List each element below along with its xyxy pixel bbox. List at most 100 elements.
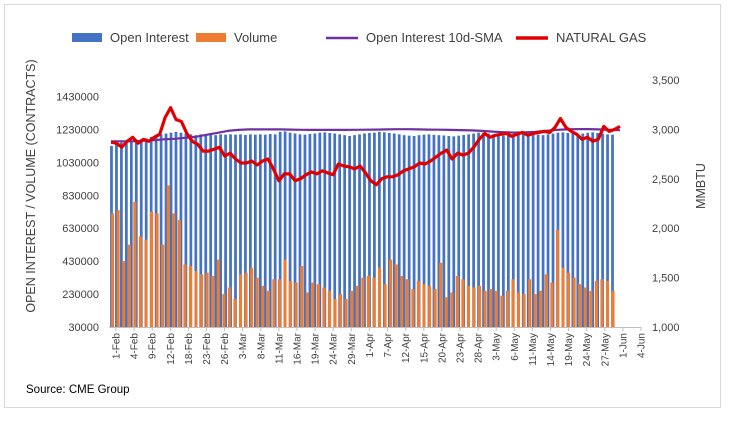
oi-bar-49 [353, 135, 356, 327]
oi-bar-19 [204, 135, 208, 327]
oi-bar-66 [437, 135, 441, 327]
oi-bar-27 [244, 135, 247, 327]
volume-bar-17 [205, 272, 209, 327]
legend-swatch-1 [196, 33, 226, 42]
volume-bar-23 [238, 274, 243, 327]
volume-bar-49 [383, 284, 387, 327]
x-tick-label-23: 11-May [528, 333, 539, 366]
x-tick-label-0: 1-Feb [112, 333, 123, 360]
oi-bar-46 [338, 134, 342, 327]
volume-bar-20 [222, 294, 226, 327]
volume-bar-47 [372, 277, 376, 327]
y-left-tick-7: 1430000 [56, 92, 99, 104]
oi-bar-36 [288, 132, 292, 327]
oi-bar-38 [298, 134, 302, 327]
oi-bar-45 [333, 133, 337, 327]
legend: Open Interest Volume Open Interest 10d-SMA… [72, 30, 647, 45]
volume-bar-60 [444, 297, 448, 327]
x-tick-label-20: 28-Apr [474, 332, 485, 363]
oi-bar-52 [368, 133, 371, 327]
volume-bar-53 [405, 279, 409, 327]
x-tick-label-10: 16-Mar [293, 332, 304, 364]
oi-bar-28 [249, 134, 252, 327]
oi-bar-58 [397, 134, 401, 327]
x-tick-label-24: 14-May [546, 333, 557, 366]
volume-bar-12 [177, 219, 181, 327]
volume-bar-8 [155, 213, 159, 327]
volume-bar-16 [200, 274, 204, 327]
volume-bar-44 [355, 285, 359, 327]
volume-bar-30 [277, 279, 281, 327]
oi-bar-86 [536, 134, 540, 327]
oi-bar-39 [303, 134, 307, 327]
oi-bar-73 [472, 133, 475, 327]
volume-bar-69 [494, 290, 498, 327]
volume-bar-2 [122, 261, 126, 327]
volume-bar-18 [211, 275, 215, 327]
oi-bar-33 [273, 134, 277, 327]
volume-bar-89 [605, 280, 610, 327]
volume-bar-22 [233, 299, 237, 327]
oi-bar-17 [194, 135, 198, 327]
oi-bar-85 [531, 134, 535, 327]
oi-bar-15 [184, 133, 188, 327]
volume-bar-21 [227, 287, 231, 327]
volume-bar-48 [377, 267, 382, 327]
oi-bar-29 [253, 134, 257, 327]
oi-bar-99 [601, 133, 604, 327]
volume-bar-58 [433, 289, 437, 327]
volume-bar-14 [188, 266, 192, 327]
volume-bar-38 [322, 287, 326, 327]
x-tick-label-14: 1-Apr [365, 332, 376, 357]
x-tick-label-6: 26-Feb [220, 333, 231, 365]
oi-bar-60 [407, 135, 411, 327]
oi-bar-83 [521, 133, 525, 327]
oi-bar-12 [169, 132, 173, 327]
volume-bar-84 [578, 284, 582, 327]
oi-bar-23 [224, 134, 227, 327]
x-tick-label-1: 4-Feb [130, 333, 141, 360]
y-right-tick-2: 2,000 [652, 223, 680, 235]
oi-bar-61 [412, 135, 416, 327]
y-axis-right: 1,000 1,500 2,000 2,500 3,000 3,500 [652, 75, 680, 334]
volume-bar-13 [183, 264, 187, 327]
legend-label-0: Open Interest [110, 30, 189, 45]
legend-label-1: Volume [234, 30, 277, 45]
oi-bar-26 [239, 134, 242, 327]
oi-bar-4 [129, 140, 133, 327]
volume-bar-6 [144, 239, 148, 327]
oi-bar-30 [258, 134, 262, 327]
volume-bar-67 [483, 290, 487, 327]
volume-bar-54 [411, 289, 415, 327]
volume-bar-15 [194, 271, 198, 327]
oi-bar-51 [363, 133, 366, 327]
x-tick-label-7: 3-Mar [238, 332, 249, 359]
oi-bar-92 [566, 133, 570, 327]
volume-bar-35 [305, 292, 309, 327]
volume-bar-43 [350, 290, 354, 327]
oi-bar-40 [308, 134, 312, 327]
volume-bar-64 [466, 285, 471, 327]
volume-bar-32 [289, 280, 293, 327]
x-tick-label-4: 18-Feb [184, 333, 195, 365]
x-tick-label-13: 29-Mar [347, 332, 358, 364]
oi-bar-56 [387, 133, 391, 327]
volume-bar-24 [244, 272, 248, 327]
volume-bar-25 [250, 267, 254, 327]
volume-bar-42 [344, 299, 348, 327]
volume-bar-29 [272, 279, 276, 327]
y-right-tick-5: 3,500 [652, 75, 680, 87]
oi-bar-65 [432, 134, 436, 327]
x-tick-label-12: 24-Mar [329, 332, 340, 364]
oi-bar-59 [402, 135, 406, 327]
oi-bar-16 [189, 134, 193, 327]
y-left-tick-4: 830000 [62, 190, 99, 202]
oi-bar-35 [283, 131, 287, 327]
oi-bar-64 [427, 134, 431, 327]
volume-bar-19 [216, 259, 220, 327]
y-axis-right-title: MMBTU [694, 163, 708, 209]
oi-bar-95 [581, 133, 585, 327]
volume-bar-31 [283, 259, 287, 327]
x-tick-label-27: 27-May [600, 333, 611, 366]
